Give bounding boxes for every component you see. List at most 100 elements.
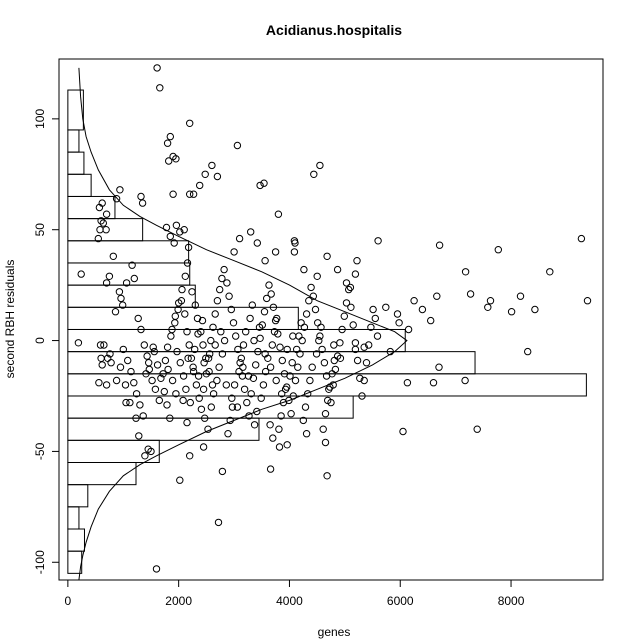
scatter-point: [130, 379, 138, 387]
scatter-point: [169, 190, 177, 198]
scatter-point: [272, 376, 280, 385]
scatter-point: [281, 385, 290, 393]
scatter-point: [294, 363, 302, 371]
scatter-point: [206, 350, 214, 358]
scatter-point: [356, 374, 364, 382]
scatter-point: [338, 325, 346, 334]
scatter-point: [97, 354, 105, 362]
scatter-point: [267, 290, 275, 298]
scatter-point: [245, 412, 253, 420]
scatter-point: [96, 341, 105, 349]
scatter-point: [304, 390, 312, 398]
scatter-point: [269, 434, 277, 442]
scatter-point: [199, 341, 207, 349]
scatter-point: [189, 367, 198, 376]
scatter-point: [134, 314, 142, 323]
scatter-point: [279, 398, 288, 407]
scatter-point: [250, 421, 259, 429]
scatter-point: [311, 305, 320, 314]
scatter-point: [243, 398, 251, 407]
scatter-point: [152, 565, 161, 573]
scatter-point: [102, 226, 110, 234]
histogram-bin: [67, 484, 89, 508]
y-tick-label: -50: [33, 442, 47, 460]
scatter-point: [153, 361, 162, 369]
scatter-point: [351, 270, 360, 278]
scatter-point: [151, 385, 160, 393]
scatter-point: [144, 445, 152, 453]
x-tick-label: 6000: [387, 594, 414, 608]
scatter-point: [184, 243, 193, 252]
scatter-point: [208, 381, 217, 389]
scatter-point: [246, 314, 254, 323]
scatter-point: [119, 345, 128, 354]
histogram-layer: [67, 89, 587, 574]
scatter-point: [97, 217, 105, 225]
scatter-point: [130, 274, 139, 283]
scatter-point: [435, 241, 444, 249]
scatter-point: [198, 316, 207, 325]
scatter-point: [100, 341, 108, 349]
scatter-point: [220, 336, 229, 345]
scatter-point: [382, 303, 390, 311]
histogram-bin: [67, 506, 80, 530]
scatter-point: [342, 299, 351, 307]
histogram-bin: [67, 151, 85, 175]
scatter-point: [175, 299, 183, 307]
scatter-point: [166, 414, 174, 422]
scatter-point: [199, 443, 208, 451]
scatter-point: [105, 272, 114, 280]
scatter-point: [232, 332, 240, 340]
density-curve-layer: [78, 67, 408, 581]
scatter-point: [170, 239, 178, 247]
scatter-point: [115, 288, 124, 296]
scatter-point: [145, 365, 154, 374]
scatter-point: [218, 467, 227, 476]
scatter-point: [111, 308, 120, 316]
density-curve: [78, 67, 408, 581]
scatter-point: [183, 259, 192, 267]
histogram-bin: [67, 173, 92, 197]
scatter-point: [185, 341, 193, 349]
chart-title: Acidianus.hospitalis: [266, 22, 402, 38]
scatter-point: [199, 385, 208, 393]
scatter-point: [319, 425, 327, 433]
scatter-point: [179, 372, 188, 380]
scatter-point: [172, 221, 181, 230]
scatter-point: [166, 232, 175, 241]
scatter-point: [298, 336, 306, 345]
scatter-point: [365, 341, 373, 349]
scatter-point: [250, 336, 258, 345]
scatter-point: [253, 239, 261, 247]
scatter-point: [323, 472, 331, 480]
scatter-point: [196, 181, 204, 190]
scatter-point: [102, 210, 111, 218]
scatter-point: [150, 347, 159, 356]
scatter-point: [207, 403, 216, 411]
scatter-point: [418, 305, 427, 314]
scatter-point: [165, 157, 173, 165]
scatter-point: [323, 252, 331, 260]
scatter-point: [404, 325, 413, 334]
scatter-point: [213, 172, 222, 181]
scatter-point: [265, 281, 273, 289]
scatter-point: [316, 332, 324, 340]
scatter-point: [291, 376, 300, 385]
scatter-point: [224, 430, 232, 438]
scatter-point: [315, 336, 323, 345]
scatter-point: [145, 359, 153, 367]
histogram-bin: [67, 195, 116, 220]
scatter-point: [239, 341, 248, 349]
scatter-point: [346, 283, 355, 292]
scatter-point: [295, 332, 303, 340]
scatter-point: [213, 297, 222, 305]
scatter-point: [215, 363, 223, 371]
scatter-point: [179, 396, 187, 405]
scatter-point: [531, 305, 539, 314]
scatter-point: [187, 354, 196, 362]
scatter-point: [293, 345, 301, 354]
scatter-point: [204, 354, 213, 362]
scatter-point: [181, 310, 189, 318]
scatter-point: [222, 381, 231, 389]
scatter-point: [259, 381, 268, 389]
